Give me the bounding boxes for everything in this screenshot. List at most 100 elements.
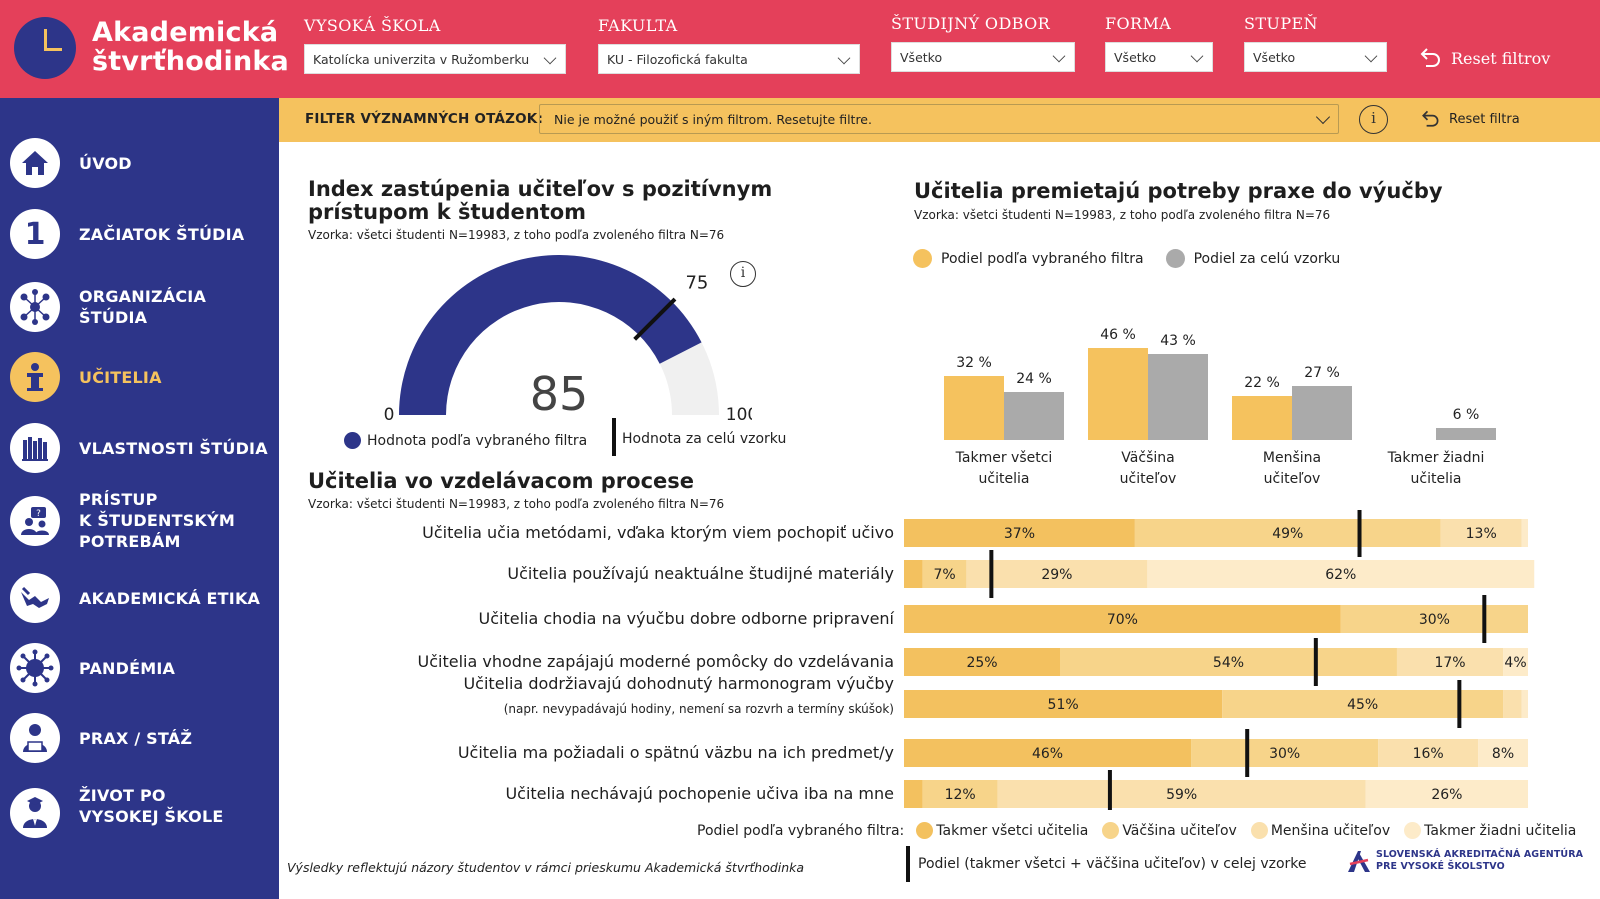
stacked-segment[interactable] [1222, 690, 1504, 718]
filter-field-dropdown[interactable]: Všetko [891, 42, 1075, 72]
stacked-segment-label: 30% [1419, 612, 1450, 628]
stacked-segment[interactable] [904, 519, 1135, 547]
sidebar-item-vlastnosti-studia[interactable]: VLASTNOSTI ŠTÚDIA [0, 423, 279, 473]
filter-form: FORMA Všetko [1105, 12, 1213, 72]
legend-item[interactable]: Takmer všetci učitelia [916, 822, 1088, 839]
practice-bar[interactable] [1292, 386, 1352, 440]
legend-item[interactable]: Väčšina učiteľov [1102, 822, 1237, 839]
stacked-segment[interactable] [922, 560, 967, 588]
stacked-segment[interactable] [904, 605, 1341, 633]
practice-bar[interactable] [1148, 354, 1208, 440]
legend-item-filter[interactable]: Podiel podľa vybraného filtra [913, 249, 1144, 268]
stacked-segment[interactable] [1378, 739, 1479, 767]
sidebar-item-prax-staz[interactable]: PRAX / STÁŽ [0, 713, 279, 763]
practice-subtitle: Vzorka: všetci študenti N=19983, z toho … [914, 208, 1331, 222]
navy-dot-icon [344, 432, 361, 449]
sidebar-item-pandemia[interactable]: PANDÉMIA [0, 643, 279, 693]
stacked-segment[interactable] [904, 560, 923, 588]
legend-label: Podiel za celú vzorku [1193, 250, 1341, 267]
stacked-segment[interactable] [922, 780, 998, 808]
stacked-segment-label: 62% [1325, 567, 1356, 583]
stacked-segment[interactable] [1396, 648, 1504, 676]
agency-logo-icon [1348, 851, 1370, 872]
row-note: (napr. nevypadávajú hodiny, nemení sa ro… [504, 702, 894, 716]
stacked-segment[interactable] [904, 780, 923, 808]
sidebar-item-ucitelia[interactable]: UČITELIA [0, 352, 279, 402]
reset-filters-label: Reset filtrov [1451, 48, 1551, 68]
gauge-marker-label: 75 [685, 273, 708, 294]
stacked-segment[interactable] [1060, 648, 1397, 676]
row-label: Učitelia nechávajú pochopenie učiva iba … [505, 784, 894, 803]
row-label: Učitelia používajú neaktuálne študijné m… [507, 564, 894, 583]
sidebar-nav: ÚVOD 1 ZAČIATOK ŠTÚDIA ORGANIZÁCIA ŠTÚDI… [0, 98, 279, 899]
gauge-legend-filter: Hodnota podľa vybraného filtra [344, 432, 587, 449]
practice-bar-value-label: 32 % [956, 355, 992, 371]
row-label: Učitelia dodržiavajú dohodnutý harmonogr… [463, 674, 894, 693]
filter-faculty-label: FAKULTA [598, 16, 678, 35]
practice-bar-value-label: 43 % [1160, 333, 1196, 349]
sidebar-item-organizacia-studia[interactable]: ORGANIZÁCIA ŠTÚDIA [0, 282, 279, 332]
stacked-segment[interactable] [1340, 605, 1528, 633]
svg-text:?: ? [36, 509, 41, 519]
stacked-segment[interactable] [904, 648, 1060, 676]
practice-bar[interactable] [1088, 348, 1148, 440]
legend-item-total[interactable]: Podiel za celú vzorku [1165, 249, 1341, 268]
filter-form-dropdown[interactable]: Všetko [1105, 42, 1213, 72]
top-header: Akademická štvrťhodinka VYSOKÁ ŠKOLA Kat… [0, 0, 1600, 98]
row-label: Učitelia chodia na výučbu dobre odborne … [479, 609, 895, 628]
sidebar-item-label: PRAX / STÁŽ [79, 728, 193, 748]
filter-faculty-dropdown[interactable]: KU - Filozofická fakulta [598, 44, 860, 74]
practice-bar[interactable] [944, 376, 1004, 440]
stacked-segment[interactable] [1134, 519, 1441, 547]
sidebar-item-pristup-k-potrebam[interactable]: ? PRÍSTUP K ŠTUDENTSKÝM POTREBÁM [0, 490, 279, 551]
stacked-segment[interactable] [1521, 519, 1528, 547]
stacked-segment[interactable] [1191, 739, 1379, 767]
dot-icon [916, 822, 934, 839]
agency-logo: SLOVENSKÁ AKREDITAČNÁ AGENTÚRA PRE VYSOK… [1346, 849, 1583, 873]
info-icon[interactable]: i [730, 261, 756, 287]
info-icon[interactable]: i [1359, 105, 1388, 134]
stacked-segment-label: 54% [1213, 655, 1244, 671]
agency-name-line-1: SLOVENSKÁ AKREDITAČNÁ AGENTÚRA [1376, 849, 1584, 860]
legend-label: Menšina učiteľov [1270, 822, 1391, 839]
stacked-segment[interactable] [966, 560, 1148, 588]
gauge-sample-marker [633, 297, 677, 341]
stacked-segment[interactable] [1478, 739, 1528, 767]
practice-bar[interactable] [1004, 392, 1064, 440]
filter-field-value: Všetko [900, 50, 943, 65]
stacked-segment-label: 13% [1466, 526, 1497, 542]
stacked-segment[interactable] [1521, 690, 1528, 718]
stacked-segment[interactable] [1365, 780, 1528, 808]
chevron-down-icon [1364, 49, 1378, 63]
reset-question-filter-button[interactable]: Reset filtra [1419, 108, 1520, 130]
reset-filters-button[interactable]: Reset filtrov [1417, 45, 1550, 71]
hands-icon [10, 573, 60, 623]
sidebar-item-zaciatok-studia[interactable]: 1 ZAČIATOK ŠTÚDIA [0, 209, 279, 259]
logo-line-2: štvrťhodinka [92, 46, 289, 77]
question-filter-dropdown[interactable]: Nie je možné použiť s iným filtrom. Rese… [539, 104, 1339, 134]
legend-item[interactable]: Menšina učiteľov [1250, 822, 1391, 839]
practice-category-label: Takmer žiadni [1387, 450, 1485, 466]
stacked-segment[interactable] [997, 780, 1366, 808]
filter-school-dropdown[interactable]: Katolícka univerzita v Ružomberku [304, 44, 566, 74]
row-label: Učitelia učia metódami, vďaka ktorým vie… [422, 523, 894, 542]
row-label: Učitelia vhodne zapájajú moderné pomôcky… [418, 652, 894, 671]
process-stacked-bar-chart: 37% 49% 13% Učitelia učia metódami, vďaka k… [418, 510, 1535, 810]
stacked-segment[interactable] [1503, 648, 1528, 676]
stacked-segment[interactable] [1147, 560, 1535, 588]
sidebar-item-uvod[interactable]: ÚVOD [0, 138, 279, 188]
legend-item[interactable]: Takmer žiadni učitelia [1404, 822, 1576, 839]
dot-icon [1250, 822, 1268, 839]
agency-name-line-2: PRE VYSOKÉ ŠKOLSTVO [1376, 861, 1505, 872]
stacked-segment[interactable] [1503, 690, 1522, 718]
practice-bar[interactable] [1436, 428, 1496, 440]
filter-degree-dropdown[interactable]: Všetko [1244, 42, 1387, 72]
stacked-segment[interactable] [904, 739, 1192, 767]
sidebar-item-zivot-po-skole[interactable]: ŽIVOT PO VYSOKEJ ŠKOLE [0, 786, 279, 838]
practice-bar-chart: 32 % 24 % Takmer všetci učitelia 46 % 43 % Väč… [944, 327, 1496, 487]
stacked-segment[interactable] [1440, 519, 1522, 547]
sidebar-item-akademicka-etika[interactable]: AKADEMICKÁ ETIKA [0, 573, 279, 623]
stacked-segment[interactable] [904, 690, 1223, 718]
practice-title: Učitelia premietajú potreby praxe do výu… [914, 179, 1443, 203]
practice-bar[interactable] [1232, 396, 1292, 440]
